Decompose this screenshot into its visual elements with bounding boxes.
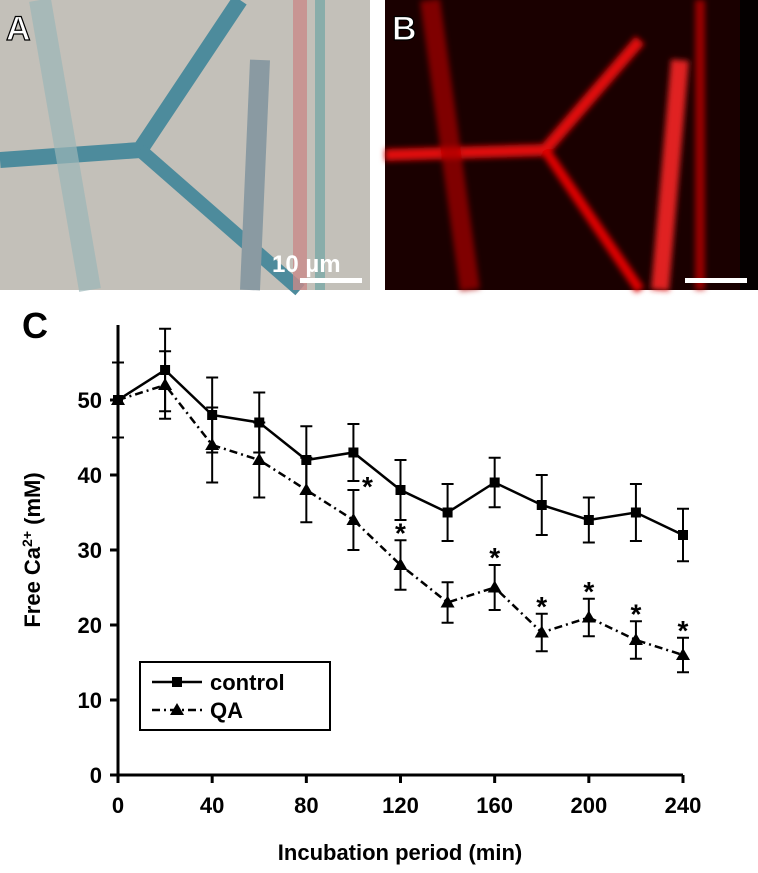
marker	[111, 393, 125, 405]
y-tick-label: 10	[78, 688, 102, 713]
x-axis-label: Incubation period (min)	[278, 840, 522, 865]
marker	[395, 485, 406, 495]
y-label-sup: 2+	[19, 531, 35, 547]
marker	[628, 633, 643, 645]
legend-marker	[170, 703, 184, 715]
x-tick-label: 0	[112, 793, 124, 818]
marker	[440, 595, 455, 608]
marker	[252, 453, 267, 465]
marker	[489, 477, 500, 488]
x-tick-label: 200	[570, 793, 607, 818]
y-tick-label: 40	[78, 463, 102, 488]
y-label-part: (mM)	[20, 472, 45, 531]
annotation: *	[362, 471, 373, 502]
annotation: *	[678, 615, 689, 646]
marker	[536, 500, 547, 510]
marker	[581, 610, 596, 623]
y-tick-label: 30	[78, 538, 102, 563]
y-label-part: Free Ca	[20, 546, 45, 627]
annotation: *	[395, 517, 406, 548]
x-tick-label: 120	[382, 793, 419, 818]
legend-marker	[172, 677, 182, 687]
annotation: *	[489, 542, 500, 573]
marker	[299, 483, 314, 495]
marker	[630, 507, 641, 518]
legend-box	[139, 661, 331, 731]
x-tick-label: 80	[294, 793, 318, 818]
marker	[676, 648, 690, 660]
x-tick-label: 160	[476, 793, 513, 818]
y-axis-label: Free Ca2+ (mM)	[19, 472, 45, 627]
legend-label: QA	[210, 698, 243, 723]
y-tick-label: 20	[78, 613, 102, 638]
panel-label: C	[22, 305, 48, 346]
micrograph-b	[384, 0, 758, 293]
marker	[348, 447, 359, 458]
y-tick-label: 50	[78, 388, 102, 413]
marker	[158, 378, 173, 390]
marker	[678, 530, 688, 540]
marker	[346, 513, 361, 525]
x-tick-label: 40	[200, 793, 224, 818]
annotation: *	[583, 576, 594, 607]
y-tick-label: 0	[90, 763, 102, 788]
panel-label: B	[392, 10, 417, 48]
marker	[583, 515, 594, 525]
marker	[393, 558, 408, 570]
x-tick-label: 240	[665, 793, 702, 818]
marker	[487, 580, 502, 593]
legend-label: control	[210, 670, 285, 695]
marker	[534, 625, 549, 638]
annotation: *	[536, 591, 547, 622]
annotation: *	[630, 598, 641, 629]
marker	[205, 438, 220, 450]
micrograph-a	[0, 0, 370, 296]
marker	[442, 507, 453, 518]
scale-label: 10 µm	[272, 251, 341, 278]
panel-label: A	[6, 10, 31, 48]
